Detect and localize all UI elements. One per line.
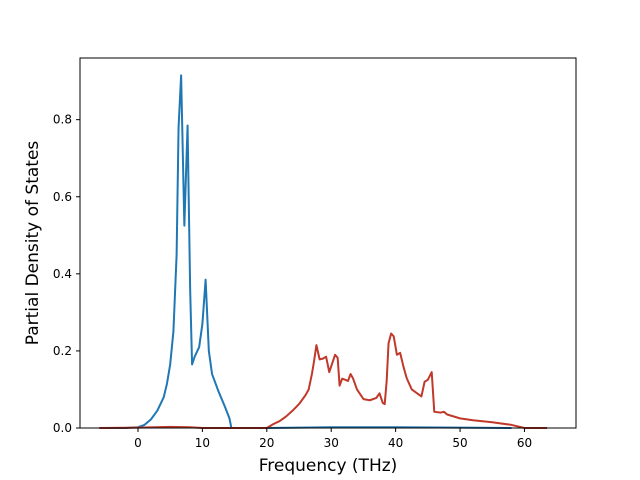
plot-frame bbox=[79, 57, 577, 429]
x-axis-ticks: 0 10 20 30 40 50 60 bbox=[134, 428, 532, 450]
x-axis-label: Frequency (THz) bbox=[259, 456, 398, 476]
series-layer bbox=[99, 74, 548, 429]
x-tick-label: 50 bbox=[452, 436, 467, 450]
x-tick-label: 10 bbox=[195, 436, 210, 450]
y-tick-label: 0.0 bbox=[53, 421, 72, 435]
plot-background bbox=[80, 58, 576, 428]
y-tick-label: 0.2 bbox=[53, 344, 72, 358]
y-axis-label: Partial Density of States bbox=[23, 141, 43, 346]
x-tick-label: 40 bbox=[388, 436, 403, 450]
y-tick-label: 0.8 bbox=[53, 113, 72, 127]
x-tick-label: 0 bbox=[134, 436, 142, 450]
series-line-1 bbox=[99, 74, 512, 429]
y-tick-label: 0.6 bbox=[53, 190, 72, 204]
x-tick-label: 20 bbox=[259, 436, 274, 450]
y-axis-ticks: 0.0 0.2 0.4 0.6 0.8 bbox=[53, 113, 80, 435]
series-line-2 bbox=[99, 332, 548, 429]
y-tick-label: 0.4 bbox=[53, 267, 72, 281]
x-tick-label: 30 bbox=[324, 436, 339, 450]
x-tick-label: 60 bbox=[517, 436, 532, 450]
